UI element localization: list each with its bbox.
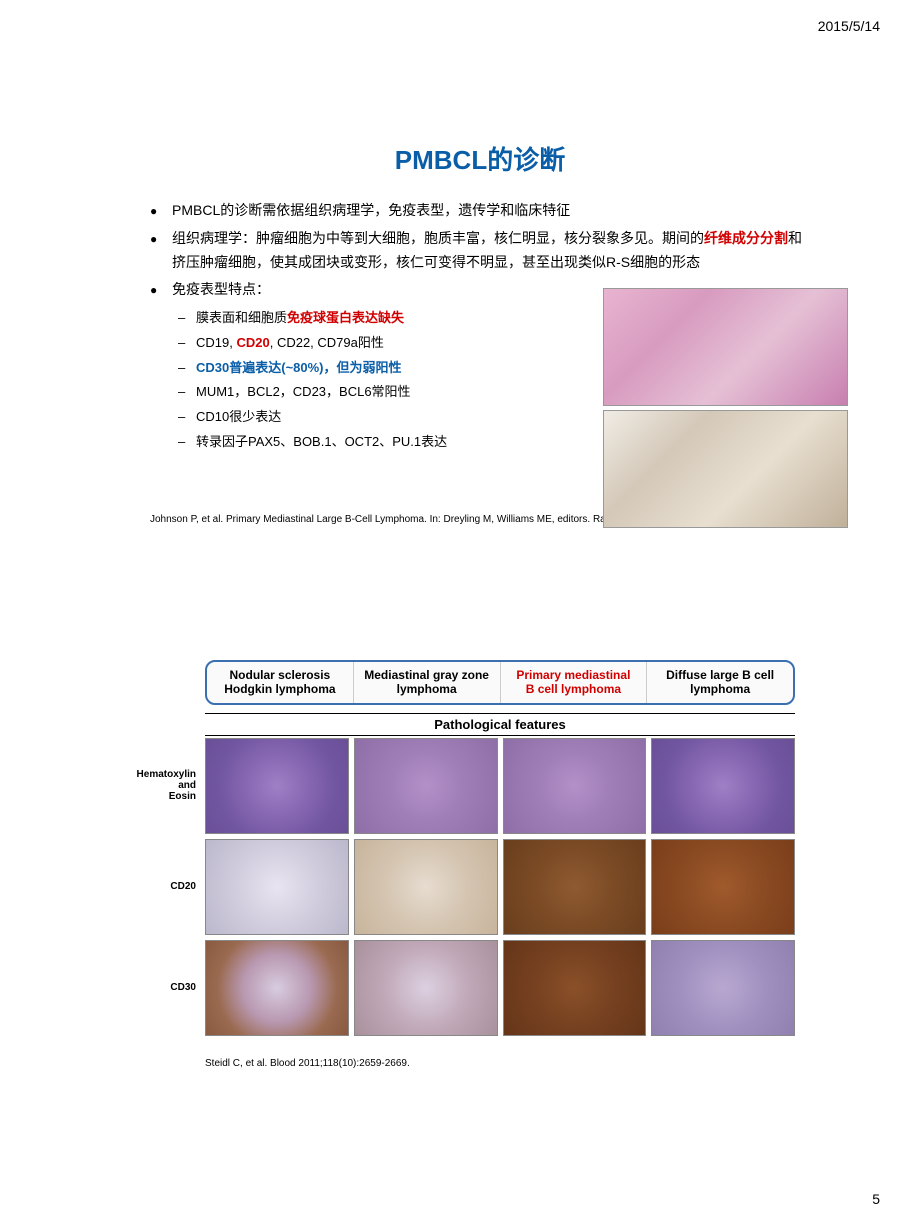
histology-image-ihc <box>603 410 848 528</box>
cell-cd30-mgzl <box>354 940 498 1036</box>
cell-cd30-dlbcl <box>651 940 795 1036</box>
cell-he-mgzl <box>354 738 498 834</box>
cell-cd20-dlbcl <box>651 839 795 935</box>
pathology-grid <box>205 738 795 1036</box>
sub-6: 转录因子PAX5、BOB.1、OCT2、PU.1表达 <box>172 430 460 455</box>
cell-cd30-nshl <box>205 940 349 1036</box>
cell-cd20-nshl <box>205 839 349 935</box>
bullet2-red: 纤维成分分割 <box>704 230 788 246</box>
sub-4: MUM1，BCL2，CD23，BCL6常阳性 <box>172 380 460 405</box>
slide-1: PMBCL的诊断 PMBCL的诊断需依据组织病理学，免疫表型，遗传学和临床特征 … <box>150 140 810 525</box>
sub-list: 膜表面和细胞质免疫球蛋白表达缺失 CD19, CD20, CD22, CD79a… <box>172 306 460 454</box>
slide1-title: PMBCL的诊断 <box>150 140 810 177</box>
cell-cd30-pmbcl <box>503 940 647 1036</box>
cell-he-pmbcl <box>503 738 647 834</box>
h3a: Primary mediastinal <box>516 668 630 682</box>
sub2-pre: CD19, <box>196 335 236 350</box>
row-label-he: Hematoxylin and Eosin <box>150 738 200 834</box>
slide-2: Nodular sclerosis Hodgkin lymphoma Media… <box>205 660 795 1069</box>
h3b: B cell lymphoma <box>526 682 621 696</box>
column-headers: Nodular sclerosis Hodgkin lymphoma Media… <box>205 660 795 705</box>
cell-cd20-pmbcl <box>503 839 647 935</box>
bullet-2: 组织病理学：肿瘤细胞为中等到大细胞，胞质丰富，核仁明显，核分裂象多见。期间的纤维… <box>150 227 810 275</box>
date-header: 2015/5/14 <box>818 18 880 34</box>
cell-he-dlbcl <box>651 738 795 834</box>
header-pmbcl: Primary mediastinal B cell lymphoma <box>501 662 648 703</box>
h2a: Mediastinal gray zone <box>364 668 489 682</box>
histology-image-he <box>603 288 848 406</box>
sub-5: CD10很少表达 <box>172 405 460 430</box>
sub-2: CD19, CD20, CD22, CD79a阳性 <box>172 331 460 356</box>
cell-he-nshl <box>205 738 349 834</box>
header-nshl: Nodular sclerosis Hodgkin lymphoma <box>207 662 354 703</box>
r1a: Hematoxylin <box>137 769 196 780</box>
h1a: Nodular sclerosis <box>230 668 331 682</box>
bullet-1: PMBCL的诊断需依据组织病理学，免疫表型，遗传学和临床特征 <box>150 199 810 223</box>
h1b: Hodgkin lymphoma <box>224 682 335 696</box>
sub1-red: 免疫球蛋白表达缺失 <box>287 310 404 325</box>
citation-2: Steidl C, et al. Blood 2011;118(10):2659… <box>205 1058 795 1069</box>
sub5-text: CD10很少表达 <box>196 409 281 424</box>
sub4-text: MUM1，BCL2，CD23，BCL6常阳性 <box>196 384 411 399</box>
r1b: and <box>178 780 196 791</box>
h4b: lymphoma <box>690 682 750 696</box>
row-label-cd20: CD20 <box>150 839 200 935</box>
h4a: Diffuse large B cell <box>666 668 774 682</box>
header-dlbcl: Diffuse large B cell lymphoma <box>647 662 793 703</box>
row-label-cd30: CD30 <box>150 940 200 1036</box>
header-mgzl: Mediastinal gray zone lymphoma <box>354 662 501 703</box>
r2: CD20 <box>170 881 196 892</box>
sub1-pre: 膜表面和细胞质 <box>196 310 287 325</box>
h2b: lymphoma <box>397 682 457 696</box>
row-labels: Hematoxylin and Eosin CD20 CD30 <box>150 738 200 1041</box>
bullet3-text: 免疫表型特点： <box>172 281 270 297</box>
r1c: Eosin <box>169 791 196 802</box>
sub2-red: CD20 <box>236 335 269 350</box>
r3: CD30 <box>170 982 196 993</box>
page-number: 5 <box>872 1191 880 1207</box>
pathological-features-title: Pathological features <box>205 713 795 736</box>
histology-images <box>603 288 848 532</box>
cell-cd20-mgzl <box>354 839 498 935</box>
sub3-text: CD30普遍表达(~80%)，但为弱阳性 <box>196 360 402 375</box>
bullet-3: 免疫表型特点： 膜表面和细胞质免疫球蛋白表达缺失 CD19, CD20, CD2… <box>150 278 460 454</box>
sub-1: 膜表面和细胞质免疫球蛋白表达缺失 <box>172 306 460 331</box>
sub6-text: 转录因子PAX5、BOB.1、OCT2、PU.1表达 <box>196 434 447 449</box>
bullet2-pre: 组织病理学：肿瘤细胞为中等到大细胞，胞质丰富，核仁明显，核分裂象多见。期间的 <box>172 230 704 246</box>
grid-wrap: Hematoxylin and Eosin CD20 CD30 <box>205 738 795 1036</box>
sub2-post: , CD22, CD79a阳性 <box>270 335 384 350</box>
sub-3: CD30普遍表达(~80%)，但为弱阳性 <box>172 356 460 381</box>
bullet1-text: PMBCL的诊断需依据组织病理学，免疫表型，遗传学和临床特征 <box>172 202 570 218</box>
